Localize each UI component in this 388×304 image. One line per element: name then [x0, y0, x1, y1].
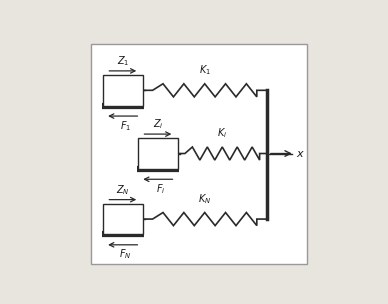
Bar	[103, 75, 143, 105]
Text: $x$: $x$	[296, 149, 305, 158]
Bar	[103, 204, 143, 234]
FancyBboxPatch shape	[91, 43, 307, 264]
Bar	[138, 138, 178, 169]
Text: $K_{N}$: $K_{N}$	[198, 192, 211, 206]
Text: $Z_{N}$: $Z_{N}$	[116, 183, 130, 197]
Text: $F_{i}$: $F_{i}$	[156, 182, 165, 196]
Text: $F_{1}$: $F_{1}$	[120, 119, 131, 133]
Text: $K_{1}$: $K_{1}$	[199, 64, 211, 77]
Text: $F_{N}$: $F_{N}$	[119, 248, 132, 261]
Text: $K_{i}$: $K_{i}$	[217, 126, 227, 140]
Text: $Z_{1}$: $Z_{1}$	[116, 54, 129, 68]
Text: $Z_{i}$: $Z_{i}$	[152, 117, 163, 131]
